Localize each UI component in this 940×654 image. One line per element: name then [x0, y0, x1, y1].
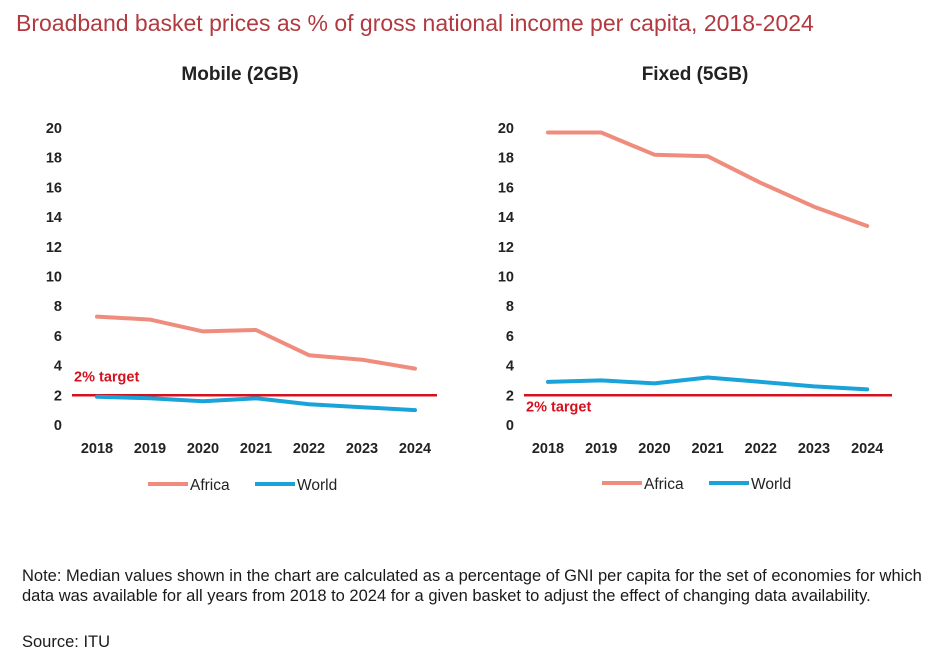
- chart-1-y-tick-label: 2: [54, 388, 62, 404]
- chart-1-y-tick-label: 12: [46, 240, 62, 256]
- chart-2-y-tick-label: 12: [498, 240, 514, 256]
- chart-2-x-tick-label: 2022: [745, 441, 777, 457]
- note-text: Note: Median values shown in the chart a…: [22, 567, 922, 605]
- chart-1-y-tick-label: 4: [54, 359, 62, 375]
- chart-1-x-tick-label: 2019: [134, 441, 166, 457]
- chart-2-x-tick-label: 2023: [798, 441, 830, 457]
- chart-1-y-tick-label: 10: [46, 270, 62, 286]
- chart-1-x-tick-label: 2021: [240, 441, 272, 457]
- chart-2-x-tick-label: 2020: [638, 441, 670, 457]
- chart-2-y-tick-label: 2: [506, 388, 514, 404]
- chart-2-x-tick-label: 2019: [585, 441, 617, 457]
- chart-1-x-tick-label: 2020: [187, 441, 219, 457]
- chart-1-y-tick-label: 0: [54, 418, 62, 434]
- chart-2-legend-label-world: World: [751, 476, 791, 493]
- chart-1-y-tick-label: 20: [46, 121, 62, 137]
- source-text: Source: ITU: [22, 633, 111, 651]
- chart-2-series-africa-line: [546, 130, 870, 228]
- chart-1-target-label: 2% target: [74, 369, 139, 385]
- chart-2-legend-label-africa: Africa: [644, 476, 684, 493]
- chart-2-title: Fixed (5GB): [642, 64, 749, 85]
- chart-1-y-tick-label: 8: [54, 299, 62, 315]
- chart-2-y-tick-label: 8: [506, 299, 514, 315]
- chart-2-y-tick-label: 16: [498, 180, 514, 196]
- chart-2-y-tick-label: 20: [498, 121, 514, 137]
- chart-1-legend-label-africa: Africa: [190, 477, 230, 494]
- chart-1-y-tick-label: 16: [46, 180, 62, 196]
- chart-1-x-tick-label: 2023: [346, 441, 378, 457]
- chart-2-y-tick-label: 6: [506, 329, 514, 345]
- chart-2-y-tick-label: 10: [498, 270, 514, 286]
- chart-2-x-tick-label: 2021: [691, 441, 723, 457]
- chart-1-x-tick-label: 2018: [81, 441, 113, 457]
- chart-1-x-tick-label: 2022: [293, 441, 325, 457]
- chart-1-y-tick-label: 6: [54, 329, 62, 345]
- chart-1-series-africa-line: [95, 314, 417, 371]
- chart-1-title: Mobile (2GB): [181, 64, 298, 85]
- chart-2-y-tick-label: 18: [498, 151, 514, 167]
- chart-1-legend-label-world: World: [297, 477, 337, 494]
- chart-1-x-tick-label: 2024: [399, 441, 431, 457]
- chart-2-series-world-line: [546, 375, 870, 392]
- chart-2-y-tick-label: 0: [506, 418, 514, 434]
- chart-1-series-world-line: [95, 394, 417, 413]
- chart-2-target-label: 2% target: [526, 399, 591, 415]
- chart-1-y-tick-label: 14: [46, 210, 62, 226]
- chart-1-y-tick-label: 18: [46, 151, 62, 167]
- page-title: Broadband basket prices as % of gross na…: [16, 10, 814, 36]
- chart-2-y-tick-label: 14: [498, 210, 514, 226]
- chart-2-x-tick-label: 2024: [851, 441, 883, 457]
- chart-2-x-tick-label: 2018: [532, 441, 564, 457]
- chart-2-y-tick-label: 4: [506, 359, 514, 375]
